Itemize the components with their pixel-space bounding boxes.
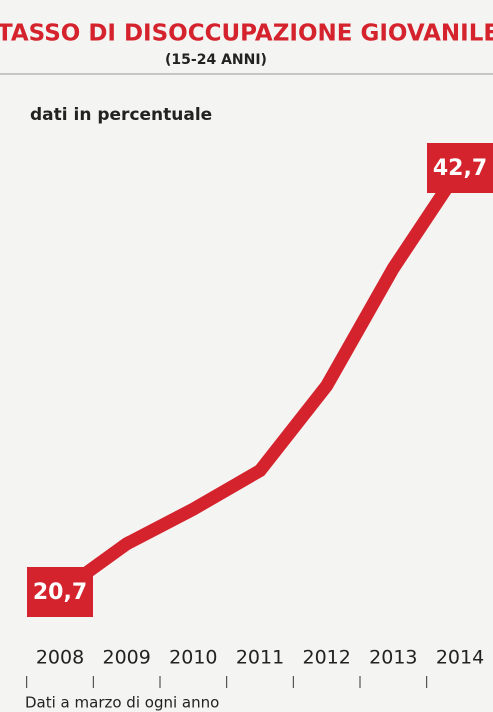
value-label: 20,7 — [33, 580, 87, 605]
chart-subtitle: (15-24 ANNI) — [165, 52, 267, 68]
x-tick-label: 2010 — [169, 647, 217, 669]
x-tick-label: 2009 — [102, 647, 150, 669]
line — [56, 164, 466, 598]
value-label-box — [27, 567, 93, 617]
chart-title: TASSO DI DISOCCUPAZIONE GIOVANILE — [0, 21, 493, 47]
value-label: 42,7 — [433, 156, 487, 181]
x-tick-label: 2013 — [369, 647, 417, 669]
y-axis-label: dati in percentuale — [30, 105, 212, 125]
footnote: Dati a marzo di ogni anno — [25, 694, 219, 712]
x-tick-label: 2012 — [302, 647, 350, 669]
value-label-box — [427, 143, 493, 193]
x-tick-label: 2008 — [36, 647, 84, 669]
x-tick-label: 2014 — [436, 647, 484, 669]
x-tick-label: 2011 — [236, 647, 284, 669]
